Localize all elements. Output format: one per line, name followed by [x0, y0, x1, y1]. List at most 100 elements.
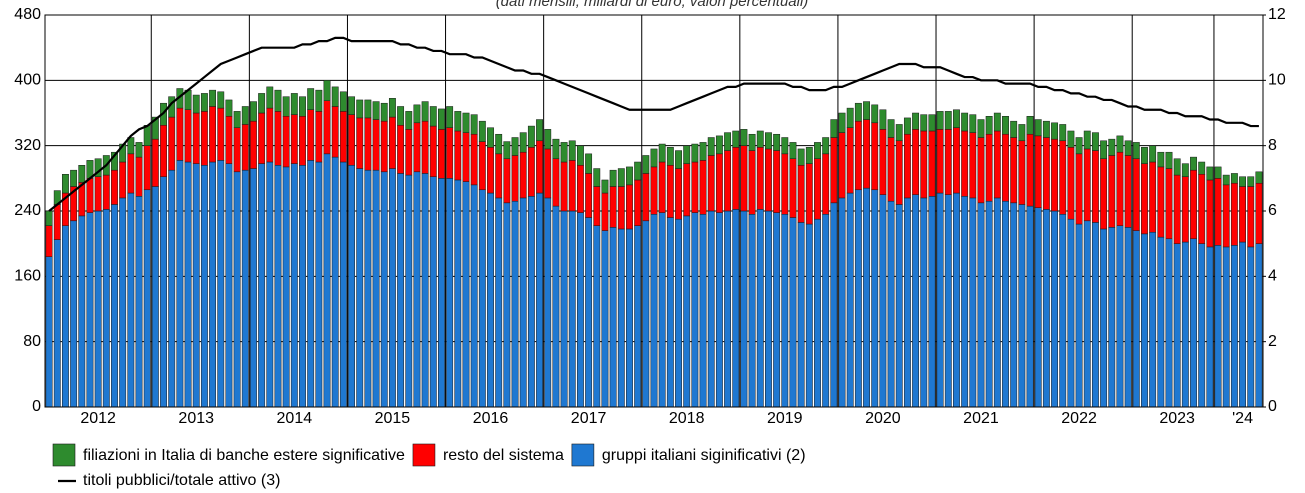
- bar-segment: [61, 174, 69, 194]
- bar-segment: [748, 133, 756, 151]
- bar-segment: [552, 138, 560, 159]
- bar-segment: [282, 96, 290, 117]
- bar-segment: [666, 165, 674, 218]
- bar-segment: [944, 111, 952, 130]
- bar-segment: [266, 161, 274, 408]
- bar-segment: [1247, 246, 1255, 408]
- bar-segment: [544, 148, 552, 199]
- bar-segment: [1214, 166, 1222, 179]
- bar-segment: [544, 129, 552, 150]
- bar-segment: [1108, 227, 1116, 408]
- bar-segment: [290, 114, 298, 164]
- bar-segment: [928, 196, 936, 408]
- y2-tick-label: 6: [1268, 202, 1277, 219]
- bar-segment: [1075, 153, 1083, 225]
- bar-segment: [1255, 171, 1263, 184]
- bar-segment: [789, 142, 797, 159]
- bar-segment: [756, 130, 764, 148]
- bar-segment: [1083, 130, 1091, 150]
- bar-segment: [1002, 133, 1009, 202]
- bar-segment: [429, 106, 437, 127]
- bar-segment: [1239, 186, 1247, 243]
- bar-segment: [961, 130, 969, 197]
- bar-segment: [454, 111, 462, 132]
- bar-segment: [585, 153, 593, 174]
- bar-segment: [953, 192, 960, 408]
- bar-segment: [1059, 140, 1067, 215]
- bar-segment: [200, 111, 208, 166]
- bar-segment: [568, 160, 576, 212]
- bar-segment: [887, 137, 895, 202]
- bar-segment: [1042, 137, 1050, 210]
- x-tick-label: 2022: [1061, 410, 1097, 427]
- bar-segment: [1181, 176, 1189, 243]
- bar-segment: [609, 186, 617, 228]
- bar-segment: [715, 212, 723, 408]
- bar-segment: [568, 210, 576, 408]
- bar-segment: [454, 130, 462, 181]
- bar-segment: [887, 119, 895, 138]
- x-tick-label: 2013: [178, 410, 214, 427]
- bar-segment: [1002, 116, 1009, 135]
- bar-segment: [135, 142, 143, 158]
- bar-segment: [348, 114, 355, 166]
- bar-segment: [830, 119, 838, 138]
- bar-segment: [1108, 155, 1116, 228]
- bar-segment: [462, 181, 470, 408]
- bar-segment: [903, 117, 911, 135]
- bar-segment: [732, 130, 740, 148]
- bar-segment: [691, 143, 699, 163]
- bar-segment: [1042, 209, 1050, 408]
- bar-segment: [666, 217, 674, 408]
- bar-segment: [634, 179, 642, 226]
- bar-segment: [356, 117, 364, 169]
- bar-segment: [887, 200, 895, 408]
- bar-segment: [527, 147, 535, 197]
- bar-segment: [307, 160, 315, 408]
- bar-segment: [192, 163, 200, 408]
- bar-segment: [111, 204, 118, 408]
- bar-segment: [405, 174, 413, 408]
- y-tick-label: 80: [23, 333, 41, 350]
- bar-segment: [1051, 138, 1058, 212]
- bar-segment: [1230, 182, 1238, 246]
- bar-segment: [184, 161, 192, 408]
- y-tick-label: 240: [14, 202, 41, 219]
- bar-segment: [953, 109, 960, 128]
- bar-segment: [1165, 168, 1173, 240]
- bar-segment: [1149, 145, 1157, 163]
- bar-segment: [438, 108, 445, 130]
- bar-segment: [838, 132, 846, 199]
- bar-segment: [1132, 142, 1140, 159]
- y2-tick-label: 12: [1268, 6, 1286, 23]
- bar-segment: [1206, 246, 1214, 408]
- bar-segment: [585, 217, 593, 408]
- bar-segment: [78, 165, 86, 183]
- bar-segment: [707, 210, 715, 408]
- x-tick-label: 2021: [963, 410, 999, 427]
- bar-segment: [364, 99, 372, 119]
- bar-segment: [241, 124, 249, 171]
- bar-segment: [617, 228, 625, 408]
- bar-segment: [233, 171, 241, 408]
- bar-segment: [920, 114, 928, 132]
- legend-swatch: [52, 443, 76, 467]
- bar-segment: [895, 124, 903, 142]
- bar-segment: [413, 122, 421, 173]
- bar-segment: [1026, 116, 1034, 135]
- bar-segment: [879, 109, 887, 130]
- bar-segment: [797, 148, 805, 166]
- bar-segment: [1141, 163, 1148, 235]
- bar-segment: [977, 202, 985, 408]
- chart-subtitle: (dati mensili; miliardi di euro; valori …: [496, 0, 809, 10]
- legend-label: filiazioni in Italia di banche estere si…: [83, 447, 405, 464]
- bar-segment: [372, 169, 380, 408]
- bar-segment: [1067, 130, 1075, 148]
- bar-segment: [675, 218, 682, 408]
- bar-segment: [936, 192, 944, 408]
- bar-segment: [127, 192, 135, 408]
- bar-segment: [290, 163, 298, 408]
- bar-segment: [536, 140, 543, 194]
- bar-segment: [200, 165, 208, 408]
- bar-segment: [323, 153, 331, 408]
